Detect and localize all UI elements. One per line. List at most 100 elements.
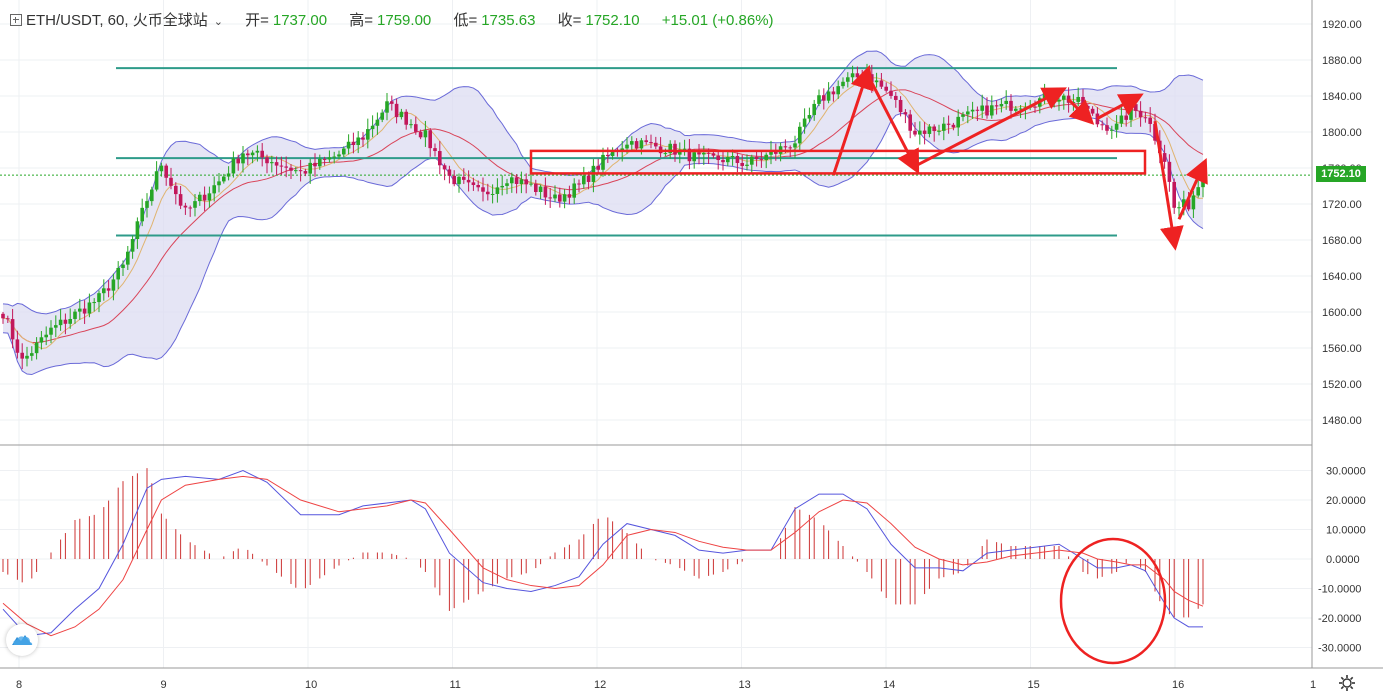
- candle-body: [822, 95, 826, 101]
- macd-tick-label: 20.0000: [1326, 495, 1366, 507]
- candle-body: [1095, 113, 1100, 125]
- candle-body: [586, 175, 591, 182]
- candle-body: [1196, 187, 1200, 196]
- candle-body: [850, 73, 855, 78]
- time-tick-label: 1: [1310, 679, 1316, 691]
- candle-body: [418, 131, 423, 138]
- cloud-logo-icon[interactable]: [6, 624, 38, 656]
- trend-arrow: [1153, 120, 1184, 251]
- macd-tick-label: 10.0000: [1326, 525, 1366, 537]
- gear-icon[interactable]: [1338, 674, 1356, 692]
- candle-body: [510, 177, 514, 184]
- candle-body: [730, 155, 735, 158]
- candle-body: [1100, 124, 1104, 126]
- candle-body: [716, 155, 720, 161]
- candle-body: [975, 109, 980, 111]
- candle-body: [1057, 99, 1061, 102]
- candle-body: [308, 162, 312, 174]
- candle-body: [423, 130, 428, 138]
- candle-body: [39, 337, 44, 343]
- candle-body: [769, 151, 773, 155]
- price-tick-label: 1920.00: [1322, 19, 1362, 31]
- candle-body: [102, 288, 106, 294]
- candle-body: [1182, 199, 1186, 208]
- macd-tick-label: -20.0000: [1318, 613, 1361, 625]
- candle-body: [793, 143, 797, 148]
- candle-body: [807, 115, 812, 119]
- candle-body: [476, 185, 480, 188]
- candle-body: [697, 152, 701, 155]
- candle-body: [788, 147, 792, 149]
- candle-body: [140, 207, 144, 222]
- candle-body: [20, 352, 24, 359]
- candle-body: [1062, 95, 1066, 100]
- candle-body: [260, 150, 264, 158]
- candle-body: [750, 156, 754, 165]
- candle-body: [980, 105, 984, 111]
- candle-body: [937, 130, 941, 132]
- candle-body: [30, 353, 34, 356]
- candle-body: [255, 150, 260, 153]
- chevron-down-icon[interactable]: ⌄: [213, 16, 223, 28]
- candle-body: [58, 319, 63, 326]
- candle-body: [529, 183, 533, 185]
- candle-body: [610, 150, 615, 157]
- candle-body: [183, 205, 188, 208]
- time-tick-label: 8: [16, 679, 22, 691]
- candle-body: [630, 141, 634, 145]
- candle-body: [1105, 125, 1109, 131]
- candle-body: [337, 154, 341, 157]
- candle-body: [894, 95, 898, 100]
- chart-header: ETH/USDT, 60, 火币全球站 ⌄ 开= 1737.00 高= 1759.00…: [10, 9, 778, 30]
- candle-body: [342, 148, 346, 155]
- time-tick-label: 15: [1028, 679, 1040, 691]
- candle-body: [879, 80, 884, 87]
- candle-body: [241, 153, 245, 164]
- candle-body: [1201, 181, 1205, 188]
- price-tick-label: 1640.00: [1322, 271, 1362, 283]
- candle-body: [78, 308, 82, 312]
- candle-body: [1052, 101, 1056, 103]
- candle-body: [236, 158, 240, 164]
- candle-body: [1090, 108, 1095, 114]
- candle-body: [217, 181, 221, 186]
- candle-body: [442, 165, 447, 170]
- candle-body: [663, 153, 668, 155]
- candle-body: [174, 185, 178, 195]
- candle-body: [375, 119, 380, 126]
- candle-body: [116, 267, 120, 280]
- candle-body: [754, 156, 759, 160]
- candle-body: [855, 73, 860, 78]
- candle-body: [913, 130, 917, 135]
- open-label: 开=: [245, 12, 269, 29]
- macd-tick-label: -30.0000: [1318, 643, 1361, 655]
- candle-body: [802, 118, 807, 127]
- candle-body: [562, 194, 567, 202]
- candle-body: [500, 185, 504, 188]
- candle-body: [87, 302, 92, 314]
- candle-body: [654, 142, 658, 147]
- candle-body: [73, 311, 77, 319]
- time-tick-label: 11: [450, 679, 461, 691]
- candle-body: [274, 162, 279, 166]
- candle-body: [1009, 100, 1013, 111]
- candle-body: [462, 176, 466, 180]
- candle-body: [524, 179, 528, 185]
- candle-body: [404, 111, 408, 125]
- support-resistance-lines: [0, 67, 1312, 237]
- expand-icon[interactable]: [10, 14, 22, 26]
- candle-body: [6, 318, 10, 320]
- candle-body: [361, 137, 365, 140]
- symbol-title[interactable]: ETH/USDT, 60, 火币全球站: [26, 12, 208, 29]
- candle-body: [370, 125, 375, 130]
- candle-body: [798, 126, 802, 144]
- candle-body: [918, 130, 922, 135]
- candle-body: [903, 112, 908, 115]
- price-tick-label: 1880.00: [1322, 55, 1362, 67]
- candle-body: [601, 154, 605, 170]
- candle-body: [178, 194, 183, 206]
- candle-body: [745, 164, 749, 166]
- low-value: 1735.63: [481, 12, 536, 29]
- candle-body: [447, 169, 452, 176]
